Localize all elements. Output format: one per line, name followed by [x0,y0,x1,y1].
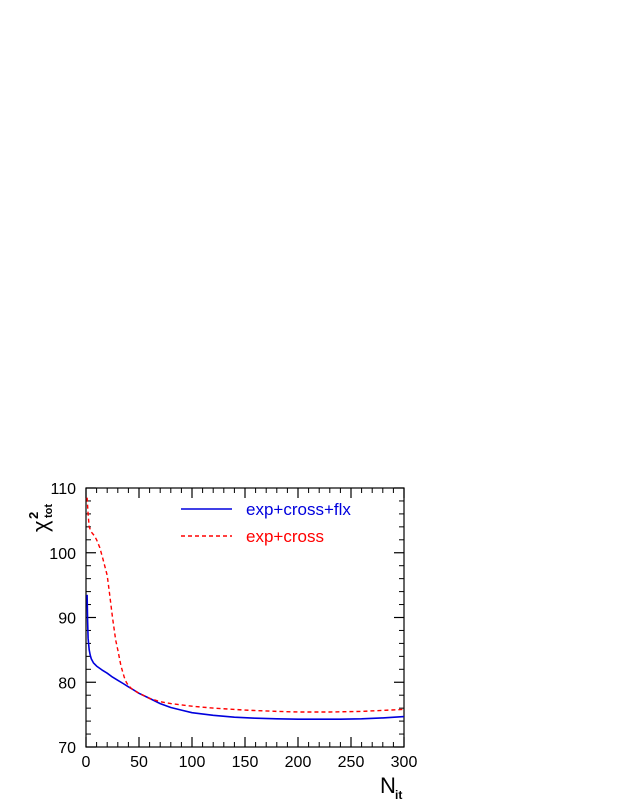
series-line-exp-cross [86,497,405,713]
major-ticks [85,487,405,748]
x-axis-title-main: N [380,773,396,798]
svg-text:χ: χ [28,520,53,532]
x-tick-label: 250 [338,754,365,771]
y-tick-label: 110 [50,481,76,498]
y-axis-title-main: χ [28,520,53,532]
y-tick-label: 80 [58,675,76,692]
x-axis-title-sub: it [395,788,402,802]
y-tick-labels: 70 80 90 100 110 [49,481,76,757]
x-tick-label: 50 [130,754,148,771]
legend: exp+cross+flx exp+cross [181,500,351,546]
y-axis-title: χ 2 tot [26,504,55,532]
plot-frame [85,487,405,748]
y-tick-label: 90 [58,611,76,628]
legend-label-exp-cross-flx: exp+cross+flx [246,500,351,519]
y-axis-title-sub: tot [43,504,55,518]
y-tick-label: 100 [49,546,76,563]
x-tick-label: 150 [232,754,259,771]
x-tick-label: 200 [285,754,312,771]
x-tick-label: 100 [179,754,206,771]
x-tick-label: 300 [391,754,418,771]
series-lines [86,497,405,721]
x-tick-labels: 0 50 100 150 200 250 300 [82,754,418,771]
y-axis-title-sup: 2 [26,512,41,519]
series-line-exp-cross-flx [86,594,405,721]
minor-ticks [86,488,404,747]
legend-label-exp-cross: exp+cross [246,527,324,546]
y-tick-label: 70 [58,740,76,757]
x-tick-label: 0 [82,754,91,771]
